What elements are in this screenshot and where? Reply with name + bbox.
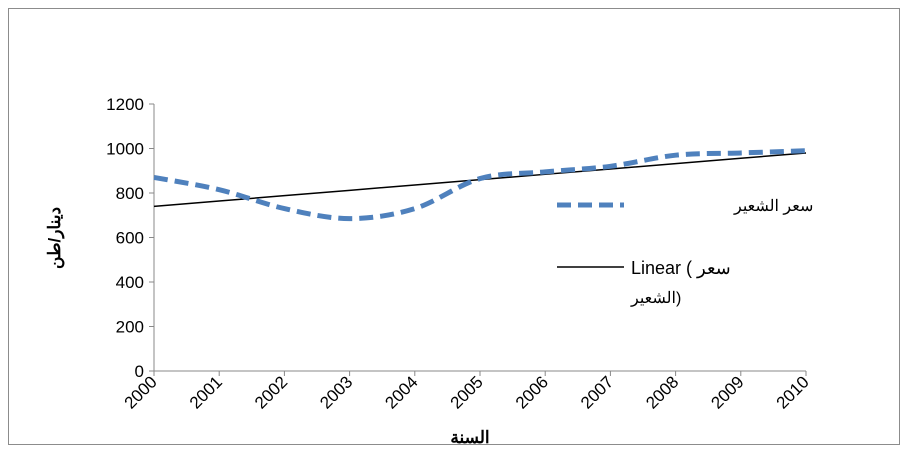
- y-tick-label: 600: [116, 229, 144, 248]
- y-tick-label: 1200: [106, 95, 144, 114]
- legend-label-barley-price: سعر الشعير: [733, 198, 813, 215]
- y-axis-title: دينار/طن: [45, 207, 65, 269]
- y-tick-label: 1000: [106, 140, 144, 159]
- legend-label-linear-trend-line1: Linear ( سعر: [631, 258, 731, 279]
- y-tick-label: 400: [116, 273, 144, 292]
- y-tick-label: 200: [116, 318, 144, 337]
- x-axis-title: السنة: [450, 428, 489, 447]
- legend-label-linear-trend-line2: الشعير): [630, 290, 681, 307]
- y-tick-label: 800: [116, 184, 144, 203]
